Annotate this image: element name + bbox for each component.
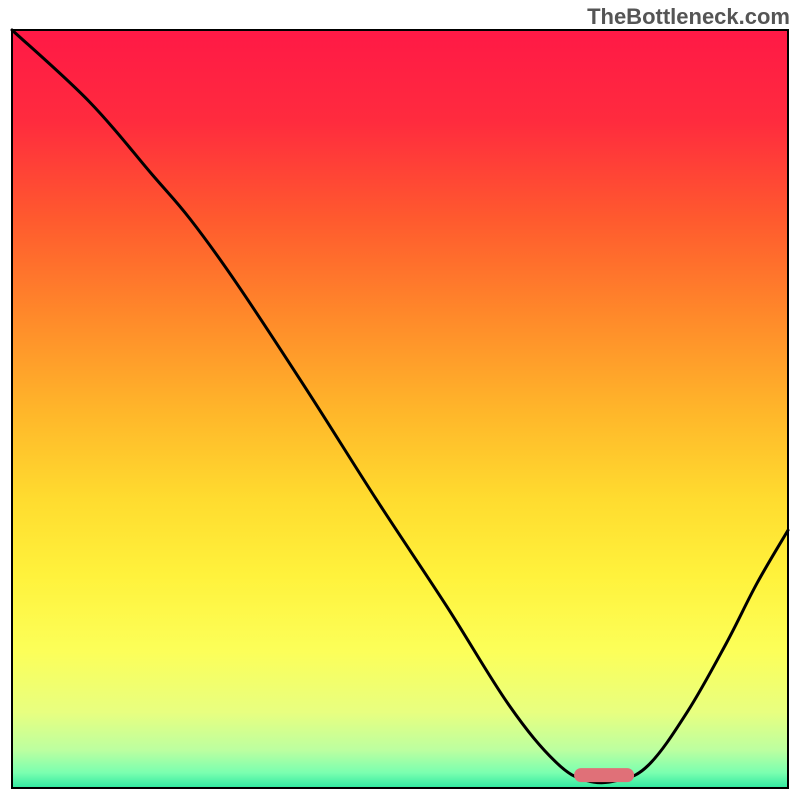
chart-svg — [0, 0, 800, 800]
watermark-text: TheBottleneck.com — [587, 4, 790, 30]
bottleneck-chart: TheBottleneck.com — [0, 0, 800, 800]
optimal-marker — [574, 768, 634, 782]
